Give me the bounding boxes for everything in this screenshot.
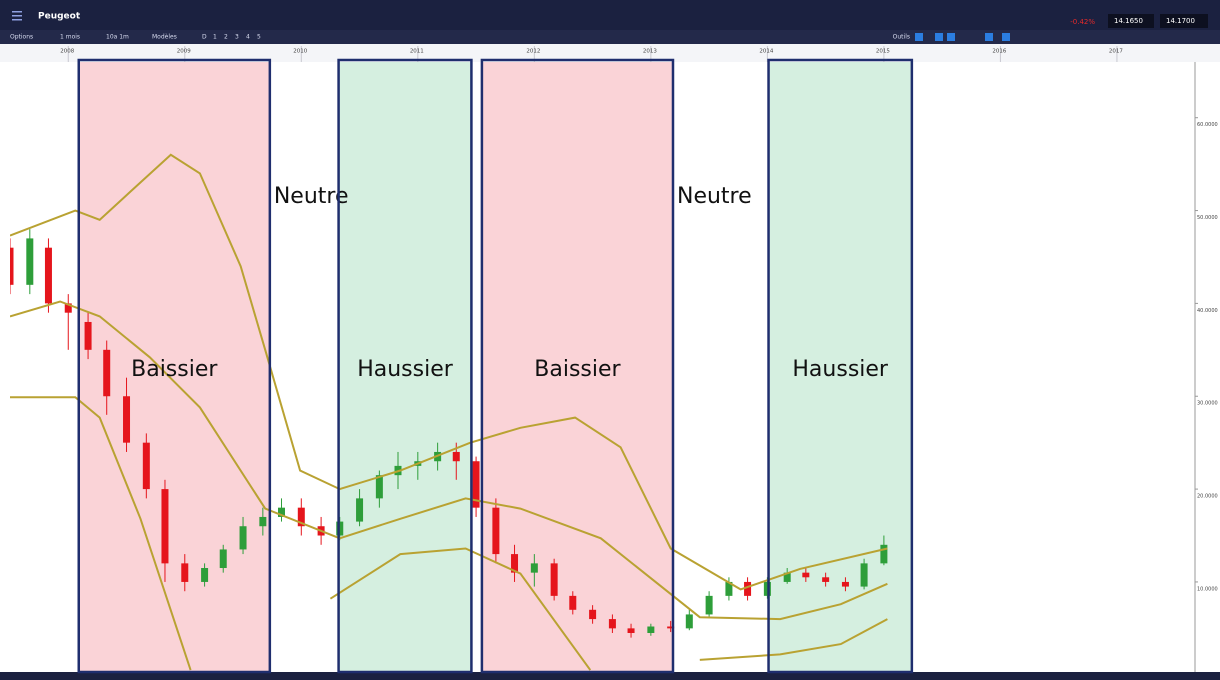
region-border [77,58,272,674]
candle-body [452,451,460,462]
candle-body [608,619,616,629]
candle-body [550,563,558,596]
candle-body [725,581,733,596]
region-label: Haussier [357,357,454,382]
x-tick-label: 2016 [992,49,1006,55]
band-line [10,396,888,671]
candle-body [511,554,519,573]
year-header [0,44,1220,62]
candle-body [472,461,480,508]
band-line [10,300,888,621]
y-tick-label: 20.0000 [1197,494,1218,500]
candle-body [64,303,72,313]
candle-body [26,238,34,285]
region-border [337,58,473,674]
bottom-bar [0,672,1220,680]
x-tick-label: 2012 [526,49,540,55]
x-tick-label: 2008 [60,49,74,55]
region-fill [78,62,270,672]
candle-body [239,526,247,550]
candle-body [744,581,752,596]
ask-box[interactable] [1160,14,1208,28]
y-tick-label: 50.0000 [1197,215,1218,221]
region-label: Neutre [274,184,349,209]
candle-body [589,609,597,620]
candle-body [259,516,267,527]
toolbar-item[interactable]: 10a 1m [106,34,129,41]
candle-body [685,614,693,629]
candle-body [356,498,364,522]
toolbar-item[interactable]: 3 [235,34,239,41]
toolbar-item[interactable]: 1 [213,34,217,41]
toolbar-item[interactable]: Options [10,34,33,41]
toolbar-item[interactable]: D [202,34,207,41]
x-tick-label: 2013 [643,49,657,55]
region-border [480,58,675,674]
candle-body [10,247,14,285]
x-tick-label: 2010 [293,49,307,55]
tools-label[interactable]: Outils [893,34,910,41]
candle-body [123,396,131,443]
y-tick-label: 60.0000 [1197,122,1218,128]
y-tick-label: 10.0000 [1197,586,1218,592]
candle-body [201,568,209,582]
candle-body [822,577,830,582]
candle-body [161,489,169,564]
candle-body [705,595,713,615]
candle-body [375,475,383,499]
x-tick-label: 2017 [1109,49,1123,55]
candle-body [783,572,791,582]
candle-body [667,626,675,629]
x-tick-label: 2015 [876,49,890,55]
toolbar [0,30,1220,44]
ask-price: 14.1700 [1166,17,1195,25]
candle-body [647,626,655,634]
tool-icons[interactable] [915,33,1010,41]
toolbar-item[interactable]: 5 [257,34,261,41]
bid-box[interactable] [1108,14,1154,28]
region-label: Baissier [534,357,621,382]
candle-body [530,563,538,573]
candle-body [492,507,500,555]
x-tick-label: 2011 [410,49,424,55]
menu-icon[interactable] [12,11,22,21]
y-tick-label: 30.0000 [1197,401,1218,407]
region-label: Baissier [131,357,218,382]
candle-body [181,563,189,582]
candle-body [219,549,227,569]
bid-price: 14.1650 [1114,17,1143,25]
region-border [767,58,914,674]
toolbar-item[interactable]: Modèles [152,34,177,41]
candle-body [142,442,150,490]
candle-body [841,581,849,587]
candle-body [860,563,868,587]
candle-body [103,349,111,397]
y-tick-label: 40.0000 [1197,308,1218,314]
x-tick-label: 2009 [177,49,191,55]
instrument-title: Peugeot [38,12,81,22]
candle-body [569,595,577,610]
candle-body [277,507,285,517]
region-label: Neutre [677,184,752,209]
region-label: Haussier [792,357,889,382]
candle-body [297,507,305,527]
toolbar-item[interactable]: 2 [224,34,228,41]
candle-body [627,628,635,634]
toolbar-item[interactable]: 1 mois [60,34,80,41]
region-fill [338,62,472,672]
candle-body [880,544,888,564]
region-fill [768,62,912,672]
x-tick-label: 2014 [759,49,773,55]
price-change: -0.42% [1070,18,1095,26]
plot-area [10,62,912,672]
toolbar-item[interactable]: 4 [246,34,250,41]
candle-body [44,247,52,304]
candle-body [802,572,810,578]
candle-body [84,321,92,350]
